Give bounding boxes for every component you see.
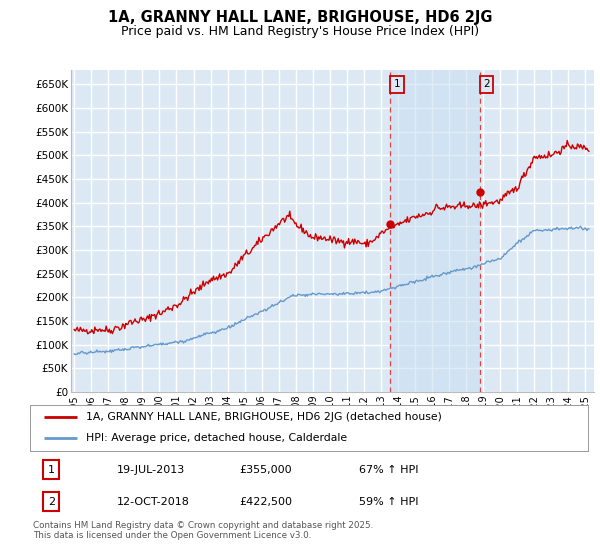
Text: 1: 1: [394, 79, 400, 89]
Text: 2: 2: [47, 497, 55, 507]
Text: £422,500: £422,500: [239, 497, 292, 507]
Text: £355,000: £355,000: [239, 464, 292, 474]
Bar: [390, 70, 479, 392]
Text: 59% ↑ HPI: 59% ↑ HPI: [359, 497, 419, 507]
Text: 67% ↑ HPI: 67% ↑ HPI: [359, 464, 419, 474]
Text: Contains HM Land Registry data © Crown copyright and database right 2025.
This d: Contains HM Land Registry data © Crown c…: [33, 521, 373, 540]
Text: 12-OCT-2018: 12-OCT-2018: [116, 497, 190, 507]
Text: 19-JUL-2013: 19-JUL-2013: [116, 464, 185, 474]
Text: HPI: Average price, detached house, Calderdale: HPI: Average price, detached house, Cald…: [86, 433, 347, 444]
Text: 1A, GRANNY HALL LANE, BRIGHOUSE, HD6 2JG (detached house): 1A, GRANNY HALL LANE, BRIGHOUSE, HD6 2JG…: [86, 412, 442, 422]
Text: Price paid vs. HM Land Registry's House Price Index (HPI): Price paid vs. HM Land Registry's House …: [121, 25, 479, 38]
Text: 1A, GRANNY HALL LANE, BRIGHOUSE, HD6 2JG: 1A, GRANNY HALL LANE, BRIGHOUSE, HD6 2JG: [108, 10, 492, 25]
Text: 1: 1: [48, 464, 55, 474]
Text: 2: 2: [483, 79, 490, 89]
